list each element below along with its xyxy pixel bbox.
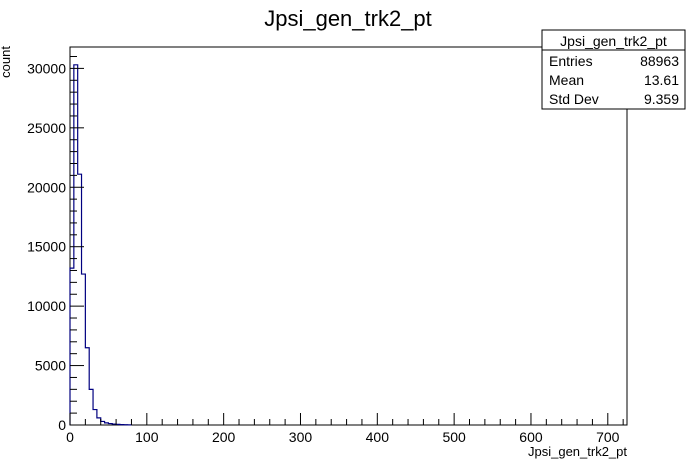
x-tick-label: 0 [66,429,74,445]
x-axis: 0 100 200 300 400 500 600 700 [66,413,624,445]
y-tick-label: 15000 [27,239,66,255]
x-tick-label: 100 [135,429,159,445]
plot-frame [69,46,628,426]
x-tick-label: 700 [596,429,620,445]
stats-label: Mean [549,72,584,88]
x-tick-label: 200 [212,429,236,445]
stats-box: Jpsi_gen_trk2_pt Entries 88963 Mean 13.61 Std… [541,29,686,110]
stats-value: 9.359 [644,91,679,107]
histogram-series [69,64,133,426]
y-tick-label: 20000 [27,179,66,195]
y-tick-label: 30000 [27,60,66,76]
stats-label: Std Dev [549,91,599,107]
stats-value: 88963 [640,53,679,69]
y-tick-label: 25000 [27,120,66,136]
x-axis-label: Jpsi_gen_trk2_pt [528,444,627,459]
stats-title: Jpsi_gen_trk2_pt [560,33,667,49]
y-tick-label: 10000 [27,298,66,314]
x-tick-label: 500 [442,429,466,445]
stats-label: Entries [549,53,593,69]
y-axis: 0 5000 10000 15000 20000 25000 30000 [27,56,84,433]
x-tick-label: 300 [289,429,313,445]
stats-value: 13.61 [644,72,679,88]
x-tick-label: 400 [366,429,390,445]
y-tick-label: 5000 [35,358,66,374]
stats-box-frame [541,29,686,110]
chart-title: Jpsi_gen_trk2_pt [264,6,432,31]
y-axis-label: count [0,46,13,78]
y-tick-label: 0 [58,417,66,433]
x-tick-label: 600 [519,429,543,445]
